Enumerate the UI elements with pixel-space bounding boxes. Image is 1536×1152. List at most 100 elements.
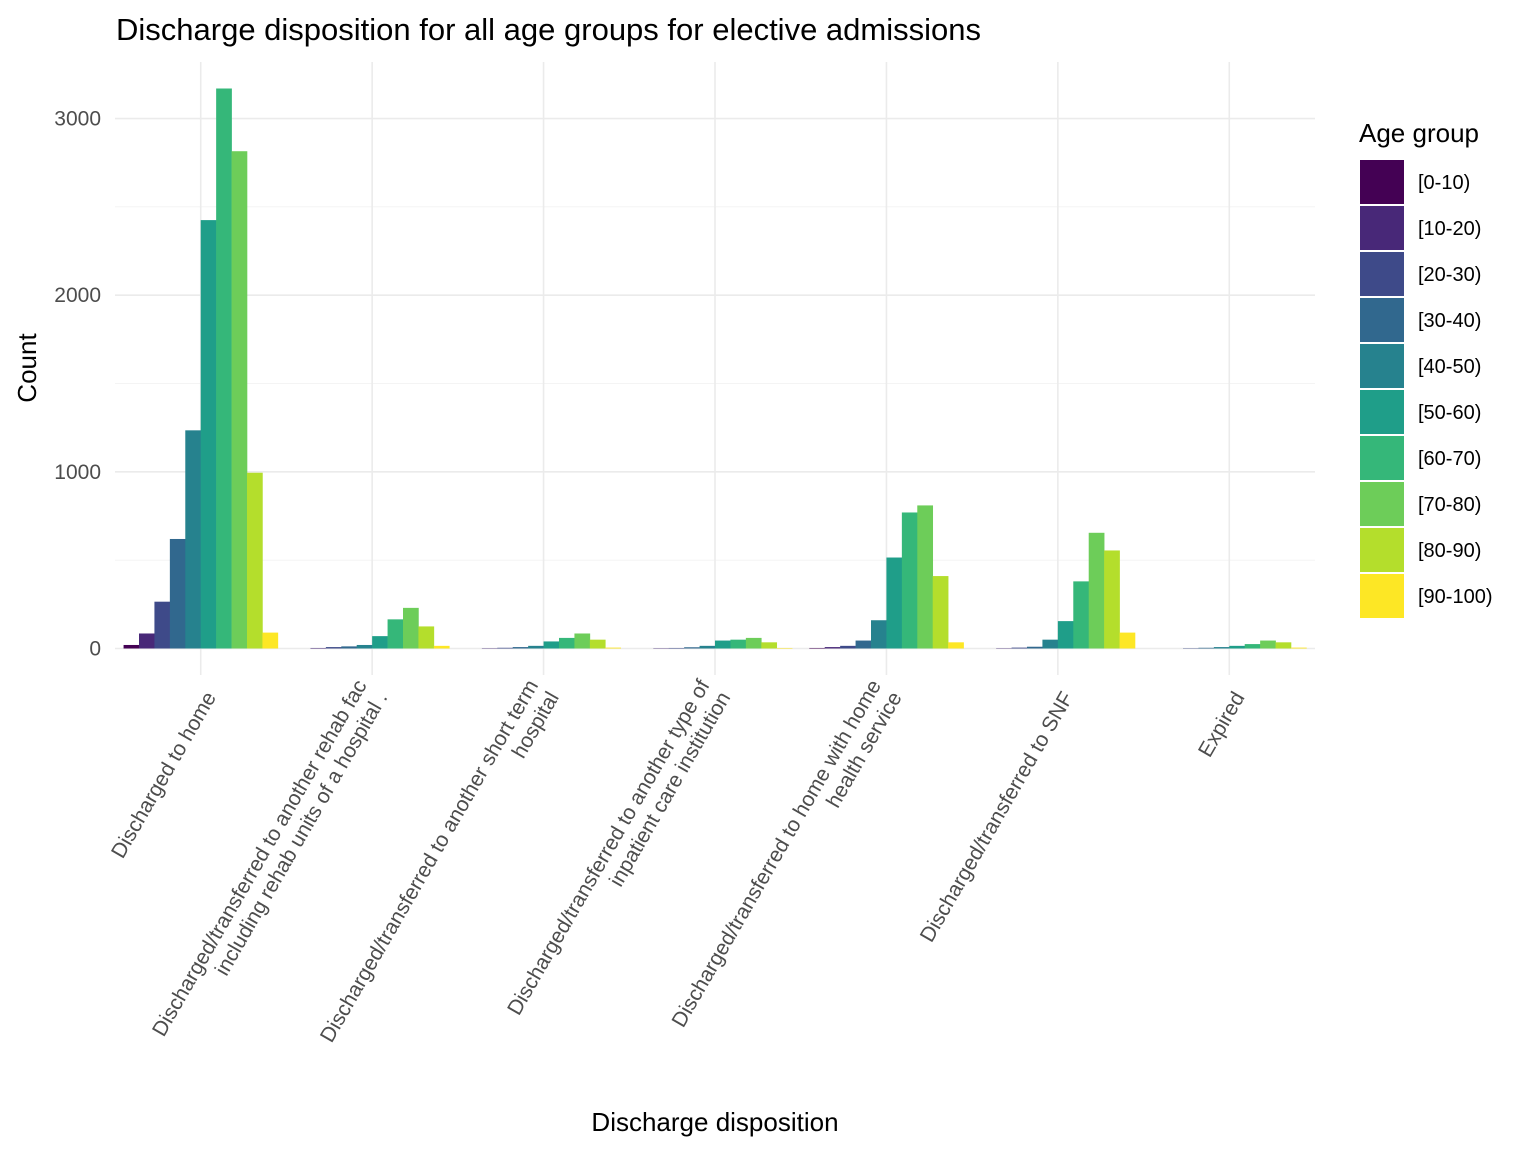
legend: Age group [0-10) [10-20) [20-30) [30-40) [40… [1359,118,1493,618]
bar [497,647,514,649]
y-axis-ticks: 0 1000 2000 3000 [54,108,101,661]
x-axis-category-labels: Discharged to home Discharged/transferred… [107,676,1250,1046]
bar [543,641,560,649]
bar [1275,642,1292,649]
bar [886,557,903,649]
chart-title: Discharge disposition for all age groups… [116,12,981,47]
legend-key-label: [40-50) [1418,356,1481,378]
bar [1011,647,1028,649]
bar [948,642,964,649]
bar [356,644,373,649]
legend-key-label: [10-20) [1418,218,1481,240]
bar [1027,646,1043,649]
legend-key-label: [20-30) [1418,264,1481,286]
bar [200,220,217,649]
bar [809,647,826,649]
legend-key-swatch [1360,160,1404,204]
x-category-label-line: Discharged to home [107,688,221,862]
bar [325,647,342,649]
bar [840,645,856,649]
legend-key-label: [0-10) [1418,172,1470,194]
x-category-label-line: Discharged/transferred to SNF [916,688,1078,946]
legend-key-label: [70-80) [1418,494,1481,516]
bar [1057,621,1074,649]
bar [745,637,762,649]
bar [154,601,171,649]
x-category-label-line: including rehab units of a hospital . [211,688,393,980]
y-tick-label: 2000 [54,284,101,307]
legend-key-swatch [1360,390,1404,434]
bar [776,647,793,649]
bars [123,88,1307,649]
x-axis-title: Discharge disposition [591,1107,838,1137]
bar [699,645,716,649]
bar [1244,644,1261,649]
bar [403,607,419,649]
bar [559,637,575,649]
bar [715,640,731,649]
bar [216,88,232,649]
bar [901,512,918,649]
legend-key-label: [50-60) [1418,402,1481,424]
bar [528,645,544,649]
y-axis-title: Count [12,333,42,403]
bar [1088,532,1105,649]
bar [262,632,279,649]
legend-key-swatch [1360,252,1404,296]
y-tick-label: 1000 [54,461,101,484]
x-category-label: Discharged to home [107,688,221,862]
legend-key-swatch [1360,436,1404,480]
bar [574,633,591,649]
legend-key-swatch [1360,528,1404,572]
bar [1119,632,1136,649]
bar [1042,639,1059,649]
y-tick-label: 0 [89,638,101,661]
bar [855,640,872,649]
bar [247,472,263,649]
bar [1073,581,1090,649]
legend-key-swatch [1360,574,1404,618]
bar [418,626,435,649]
bar [761,642,778,649]
bar [917,505,934,649]
bar [589,639,606,649]
x-category-label: Discharged/transferred to SNF [916,688,1078,946]
legend-key-swatch [1360,482,1404,526]
bar [387,619,404,649]
legend-key-label: [60-70) [1418,448,1481,470]
bar [341,646,358,649]
bar [932,576,949,649]
bar [684,647,700,649]
bar [824,647,841,649]
bar [1260,640,1276,649]
legend-key-swatch [1360,298,1404,342]
bar [1291,647,1307,649]
bar [871,620,887,649]
bar [1229,645,1246,649]
bar [433,645,450,649]
bar [730,639,747,649]
grid-lines [115,62,1315,675]
bar [605,647,622,649]
bar [512,647,529,649]
bar [1213,647,1230,649]
bar [372,636,388,649]
legend-key-label: [30-40) [1418,310,1481,332]
legend-key-swatch [1360,206,1404,250]
bar [310,647,327,649]
legend-key-swatch [1360,344,1404,388]
bar [123,644,140,649]
x-category-label: Expired [1194,688,1250,761]
bar [169,538,186,649]
bar [231,151,248,649]
bar [668,647,685,649]
legend-key-label: [90-100) [1418,586,1493,608]
y-tick-label: 3000 [54,108,101,131]
x-category-label-line: Expired [1194,688,1250,761]
bar [1104,550,1120,649]
legend-title: Age group [1359,118,1479,148]
legend-key-label: [80-90) [1418,540,1481,562]
bar [1198,647,1215,649]
bar [185,430,202,649]
